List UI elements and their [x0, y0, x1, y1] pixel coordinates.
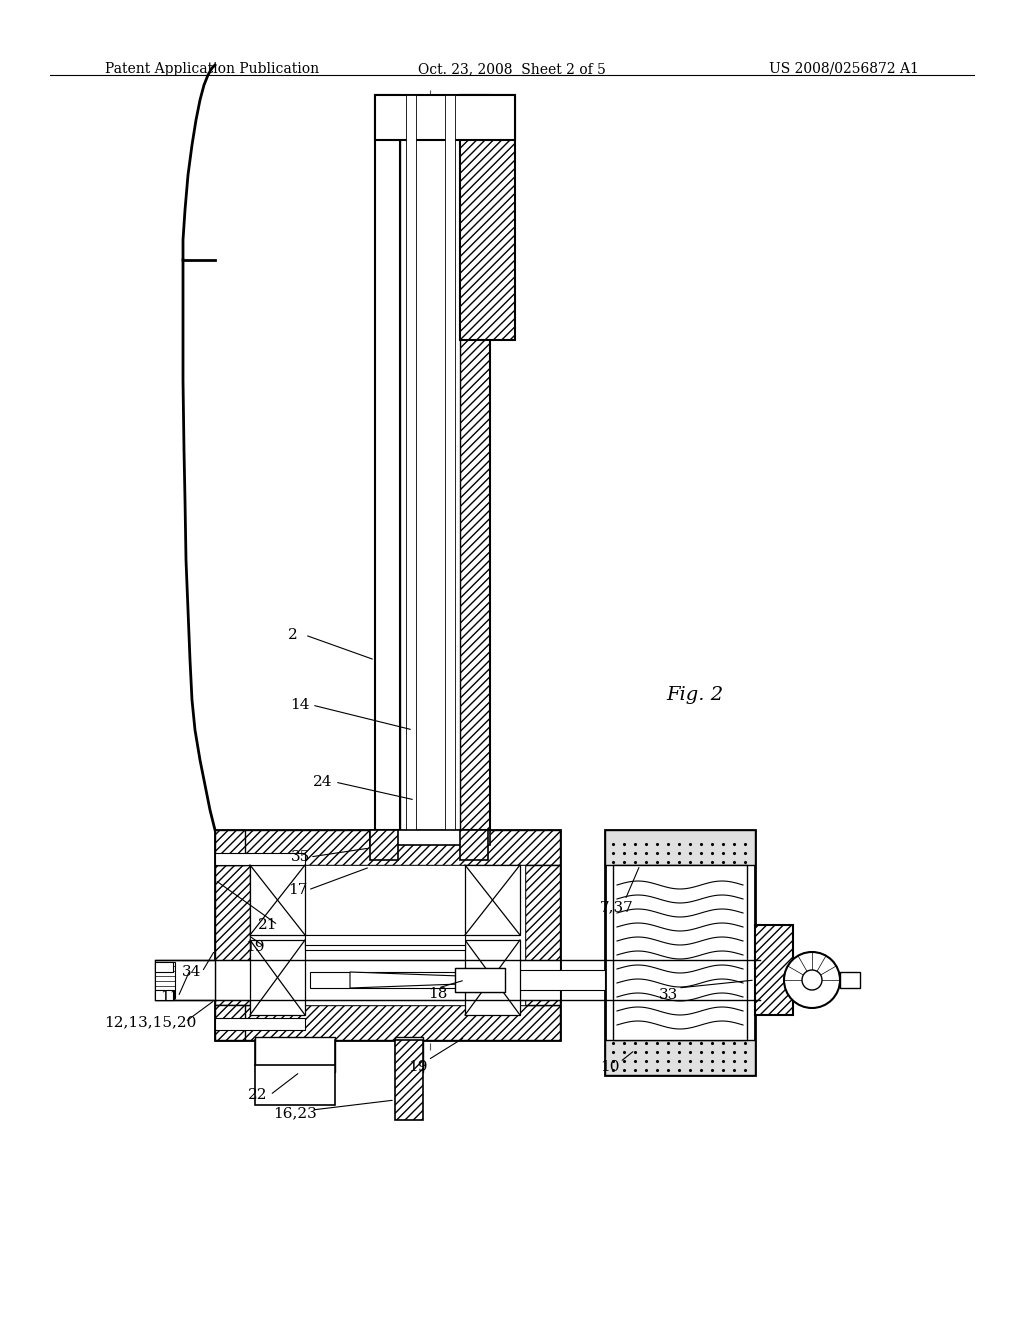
Bar [375, 95, 400, 830]
Text: 19: 19 [409, 1060, 428, 1074]
Bar [525, 865, 560, 1005]
Bar [460, 830, 488, 861]
Bar [445, 95, 455, 830]
Bar [406, 95, 416, 830]
Bar [215, 960, 560, 1001]
Bar [215, 1005, 245, 1040]
Bar [465, 865, 520, 935]
Text: 2: 2 [288, 628, 298, 642]
Bar [215, 1018, 305, 1030]
Bar [605, 1040, 755, 1074]
Bar [250, 940, 305, 1015]
Text: 35: 35 [291, 850, 309, 865]
Text: 7,37: 7,37 [600, 900, 634, 913]
Bar [460, 95, 490, 830]
Bar [155, 962, 175, 998]
Bar [215, 830, 560, 865]
Text: 24: 24 [313, 775, 333, 789]
Text: 11: 11 [160, 990, 180, 1005]
Text: 10: 10 [600, 1060, 620, 1074]
Bar [250, 865, 525, 1005]
Bar [395, 1038, 423, 1072]
Bar [755, 925, 793, 1015]
Bar [375, 95, 515, 140]
Circle shape [802, 970, 822, 990]
Bar [605, 830, 755, 1074]
Text: US 2008/0256872 A1: US 2008/0256872 A1 [769, 62, 919, 77]
Text: Oct. 23, 2008  Sheet 2 of 5: Oct. 23, 2008 Sheet 2 of 5 [418, 62, 606, 77]
Bar [155, 990, 173, 1001]
Text: 17: 17 [289, 883, 307, 898]
Text: 16,23: 16,23 [273, 1106, 316, 1119]
Bar [840, 972, 860, 987]
Text: 19: 19 [246, 940, 265, 954]
Bar [465, 940, 520, 1015]
Bar [395, 1040, 423, 1119]
Circle shape [784, 952, 840, 1008]
Bar [250, 865, 305, 935]
Bar [310, 972, 460, 987]
Bar [155, 960, 215, 1001]
Bar [305, 935, 465, 950]
Bar [215, 865, 250, 1005]
Bar [215, 853, 305, 865]
Bar [215, 830, 245, 865]
Bar [370, 830, 398, 861]
Text: 22: 22 [248, 1088, 267, 1102]
Bar [215, 1005, 560, 1040]
Bar [370, 830, 490, 845]
Bar [215, 830, 560, 1040]
Text: 14: 14 [290, 698, 309, 711]
Bar [155, 962, 173, 972]
Bar [613, 865, 746, 1040]
Text: 33: 33 [658, 987, 678, 1002]
Bar [460, 95, 515, 341]
Bar [305, 935, 465, 945]
Bar [400, 95, 460, 830]
Bar [793, 970, 823, 990]
Text: 12,13,15,20: 12,13,15,20 [103, 1015, 197, 1030]
Bar [255, 1065, 335, 1105]
Text: 18: 18 [428, 987, 447, 1001]
Text: 21: 21 [258, 917, 278, 932]
Text: Patent Application Publication: Patent Application Publication [105, 62, 319, 77]
Bar [505, 970, 605, 990]
Bar [255, 1038, 335, 1072]
Bar [455, 968, 505, 993]
Text: Fig. 2: Fig. 2 [667, 686, 724, 704]
Polygon shape [350, 972, 460, 987]
Text: 34: 34 [182, 965, 202, 979]
Bar [605, 830, 755, 865]
